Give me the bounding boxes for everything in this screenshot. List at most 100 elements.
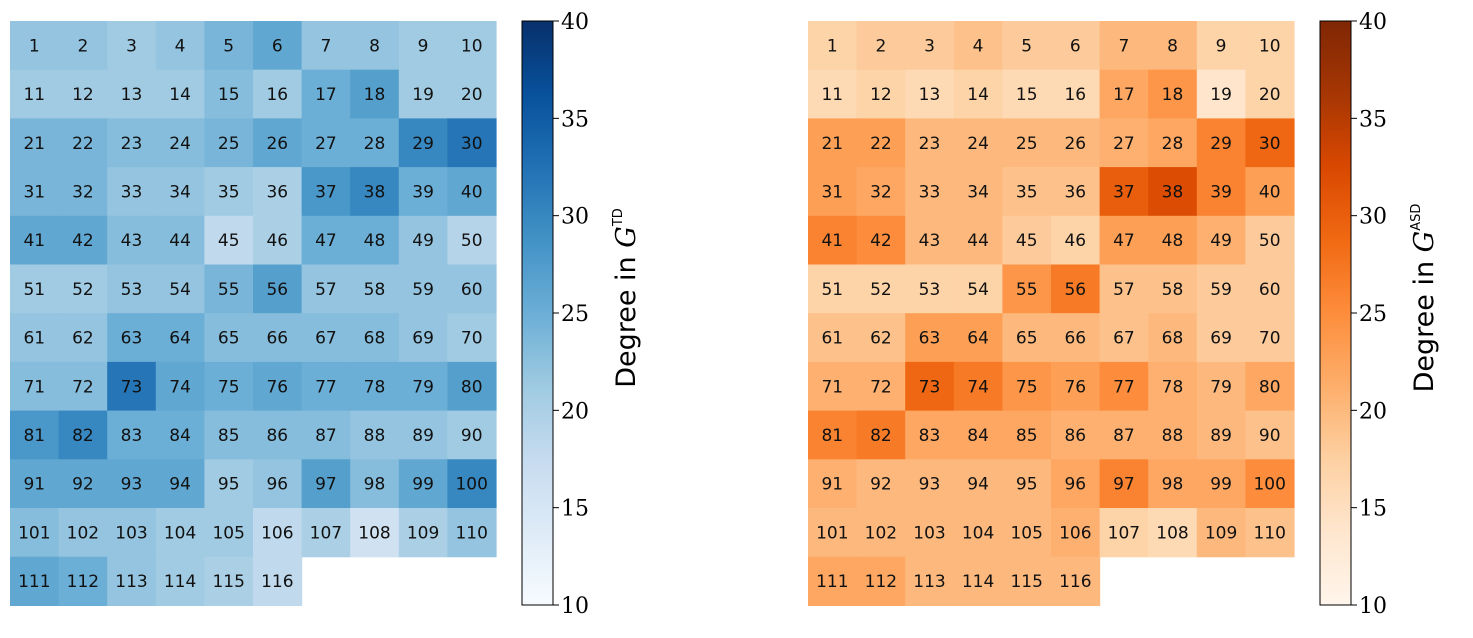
heatmap-cell [398, 21, 448, 71]
heatmap-cell [808, 361, 858, 412]
cell-label: 67 [315, 329, 337, 349]
cell-label: 88 [1162, 426, 1184, 446]
heatmap-cell [10, 264, 60, 314]
cell-label: 44 [169, 231, 191, 251]
cell-label: 30 [461, 134, 483, 154]
heatmap-cell [107, 69, 157, 119]
heatmap-cell [1196, 21, 1246, 71]
heatmap-cell [1051, 264, 1101, 314]
heatmap-cell [953, 508, 1003, 558]
cell-label: 32 [72, 182, 94, 202]
heatmap-cell [808, 118, 858, 168]
heatmap-cell [350, 313, 400, 363]
heatmap-cell [301, 118, 351, 168]
heatmap-cell [253, 264, 303, 314]
heatmap-cell [204, 508, 254, 558]
cell-label: 12 [72, 85, 94, 105]
cell-label: 63 [919, 329, 941, 349]
heatmap-cell [1002, 215, 1052, 266]
colorbar-tick-label: 35 [1359, 107, 1387, 132]
heatmap-cell [953, 264, 1003, 314]
heatmap-cell [1099, 264, 1149, 314]
heatmap-cell [856, 69, 906, 119]
heatmap-cell [107, 313, 157, 363]
heatmap-cell [107, 361, 157, 412]
cell-label: 104 [962, 523, 994, 543]
heatmap-cell [1148, 508, 1198, 558]
heatmap-cell [253, 21, 303, 71]
heatmap-cell [953, 556, 1003, 606]
heatmap-cell [58, 508, 108, 558]
heatmap-cell [1099, 21, 1149, 71]
cell-label: 48 [1162, 231, 1184, 251]
heatmap-cell [107, 410, 157, 460]
heatmap-cell [398, 508, 448, 558]
heatmap-cell [301, 459, 351, 509]
cell-label: 47 [315, 231, 337, 251]
cell-label: 38 [364, 182, 386, 202]
cell-label: 10 [1259, 36, 1281, 56]
heatmap-cell [204, 556, 254, 606]
heatmap-cell [856, 118, 906, 168]
cell-label: 48 [364, 231, 386, 251]
cell-label: 74 [967, 377, 989, 397]
cell-label: 111 [816, 572, 848, 592]
cell-label: 42 [870, 231, 892, 251]
heatmap-cell [155, 459, 205, 509]
heatmap-cell [301, 69, 351, 119]
colorbar-tick-label: 30 [561, 205, 589, 230]
heatmap-cell [301, 167, 351, 217]
cell-label: 108 [358, 523, 390, 543]
heatmap-cell [1051, 215, 1101, 266]
cell-label: 39 [1210, 182, 1232, 202]
heatmap-cell [301, 361, 351, 412]
heatmap-cell [905, 459, 955, 509]
cell-label: 51 [23, 280, 45, 300]
heatmap-cell [1099, 361, 1149, 412]
colorbar-tick-label: 25 [1359, 302, 1387, 327]
cell-label: 50 [461, 231, 483, 251]
cell-label: 47 [1113, 231, 1135, 251]
cell-label: 25 [218, 134, 240, 154]
heatmap-cell [1099, 215, 1149, 266]
cell-label: 96 [1064, 475, 1086, 495]
cell-label: 110 [1253, 523, 1285, 543]
heatmap-cell [107, 264, 157, 314]
cell-label: 92 [72, 475, 94, 495]
cell-label: 55 [1016, 280, 1038, 300]
cell-label: 29 [412, 134, 434, 154]
heatmap-cell [253, 459, 303, 509]
cell-label: 69 [1210, 329, 1232, 349]
cell-label: 109 [1205, 523, 1237, 543]
cell-label: 34 [169, 182, 191, 202]
heatmap-cell [350, 21, 400, 71]
heatmap-cell [1148, 118, 1198, 168]
cell-label: 7 [1118, 36, 1129, 56]
heatmap-cell [905, 313, 955, 363]
heatmap-cell [398, 410, 448, 460]
cell-label: 98 [1162, 475, 1184, 495]
heatmap-cell [808, 459, 858, 509]
heatmap-cell [1051, 508, 1101, 558]
cell-label: 94 [169, 475, 191, 495]
heatmap-cell [10, 215, 60, 266]
heatmap-cell [1148, 361, 1198, 412]
cell-label: 58 [1162, 280, 1184, 300]
heatmap-cell [107, 508, 157, 558]
heatmap-cell [953, 69, 1003, 119]
cell-label: 54 [169, 280, 191, 300]
heatmap-cell [350, 215, 400, 266]
cell-label: 18 [1162, 85, 1184, 105]
heatmap-cell [856, 167, 906, 217]
cell-label: 86 [1064, 426, 1086, 446]
cell-label: 23 [121, 134, 143, 154]
cell-label: 65 [218, 329, 240, 349]
colorbar-tick-label: 20 [1359, 399, 1387, 424]
cell-label: 107 [310, 523, 342, 543]
cell-label: 45 [1016, 231, 1038, 251]
heatmap-cell [107, 556, 157, 606]
heatmap-cell [447, 410, 497, 460]
heatmap-cell [58, 264, 108, 314]
heatmap-cell [447, 118, 497, 168]
